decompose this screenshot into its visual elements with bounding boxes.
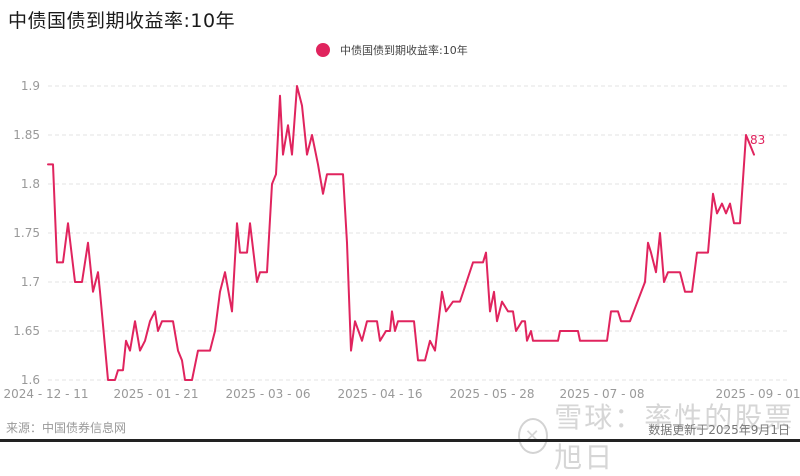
gridlines xyxy=(48,86,790,380)
y-tick-label: 1.75 xyxy=(13,226,40,240)
y-tick-label: 1.6 xyxy=(21,373,40,387)
x-tick-label: 2025 - 04 - 16 xyxy=(338,387,423,401)
y-axis: 1.6 1.65 1.7 1.75 1.8 1.85 1.9 xyxy=(13,79,40,387)
x-tick-label: 2025 - 01 - 21 xyxy=(114,387,199,401)
end-value-label: 83 xyxy=(750,133,765,147)
y-tick-label: 1.9 xyxy=(21,79,40,93)
y-tick-label: 1.8 xyxy=(21,177,40,191)
y-tick-label: 1.7 xyxy=(21,275,40,289)
y-tick-label: 1.85 xyxy=(13,128,40,142)
update-note: 数据更新于2025年9月1日 xyxy=(648,421,790,438)
x-tick-label: 2024 - 12 - 11 xyxy=(4,387,89,401)
x-tick-label: 2025 - 03 - 06 xyxy=(226,387,311,401)
xueqiu-logo-icon: ✕ xyxy=(518,418,548,454)
line-chart: 1.6 1.65 1.7 1.75 1.8 1.85 1.9 2024 - 12 - 11 2… xyxy=(0,0,800,442)
source-note: 来源：中国债券信息网 xyxy=(6,419,126,436)
y-tick-label: 1.65 xyxy=(13,324,40,338)
